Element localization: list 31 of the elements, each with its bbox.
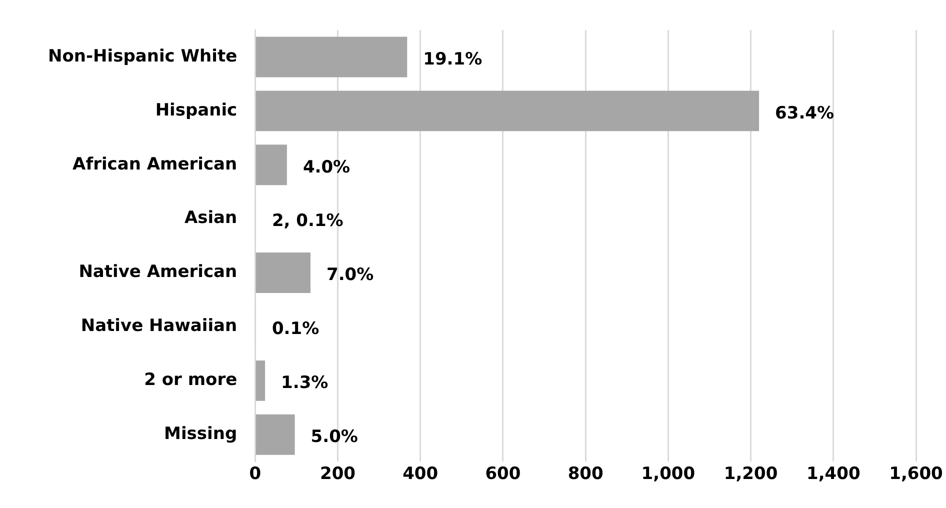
y-tick-label: Non-Hispanic White (48, 46, 238, 66)
x-tick-label: 800 (568, 464, 604, 484)
annotation: 7.0% (326, 265, 374, 286)
bar (256, 90, 760, 132)
y-tick-label: Hispanic (155, 100, 238, 120)
annotation: 2, 0.1% (272, 211, 344, 232)
y-tick-label: Asian (184, 208, 238, 228)
annotation: 4.0% (302, 157, 350, 178)
annotation: 0.1% (272, 319, 320, 340)
annotation: 5.0% (310, 427, 358, 448)
x-tick-label: 1,200 (724, 464, 778, 484)
x-tick-label: 1,400 (806, 464, 860, 484)
x-tick-label: 1,600 (889, 464, 944, 484)
x-tick-label: 600 (485, 464, 521, 484)
annotation: 1.3% (281, 373, 328, 394)
bar (256, 36, 408, 78)
bar (256, 252, 310, 294)
x-tick-label: 200 (320, 464, 356, 484)
bar (256, 414, 295, 455)
x-tick-label: 1,000 (641, 464, 696, 484)
y-tick-label: Missing (164, 424, 238, 444)
y-tick-label: 2 or more (144, 370, 238, 390)
y-tick-label: African American (72, 154, 238, 174)
bar (256, 144, 287, 186)
annotation: 63.4% (775, 103, 834, 124)
annotation: 19.1% (423, 49, 482, 70)
y-tick-label: Native Hawaiian (80, 316, 238, 336)
x-tick-label: 0 (249, 464, 262, 484)
x-tick-label: 400 (402, 464, 438, 484)
bar (256, 360, 266, 401)
y-tick-label: Native American (78, 262, 238, 282)
